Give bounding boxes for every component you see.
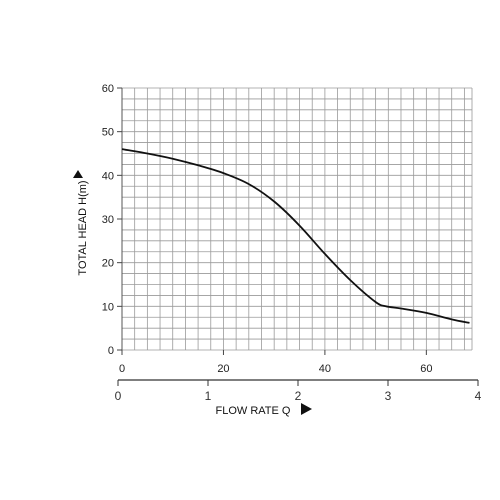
x2-tick-label: 0 <box>115 389 122 403</box>
x-tick-label: 60 <box>420 363 432 375</box>
x-tick-label: 0 <box>119 363 125 375</box>
x-axis-arrow-icon <box>301 403 312 415</box>
y-tick-label: 40 <box>102 170 114 182</box>
x2-tick-label: 1 <box>205 389 212 403</box>
x-tick-label: 20 <box>217 363 229 375</box>
y-tick-label: 60 <box>102 83 114 95</box>
y-axis-title-group: TOTAL HEAD H(m) <box>77 180 89 275</box>
y-tick-label: 10 <box>102 301 114 313</box>
x-tick-label: 40 <box>319 363 331 375</box>
x-axis-title: FLOW RATE Q <box>216 405 291 417</box>
x2-tick-label: 2 <box>295 389 302 403</box>
x2-tick-label: 3 <box>385 389 392 403</box>
y-tick-label: 0 <box>108 345 114 357</box>
series-line <box>121 148 470 324</box>
grid <box>121 87 473 351</box>
x-axis-primary: 0 20 40 60 <box>119 350 432 375</box>
y-tick-label: 20 <box>102 258 114 270</box>
y-axis-title: TOTAL HEAD H(m) <box>77 180 89 275</box>
x2-tick-label: 4 <box>475 389 482 403</box>
y-tick-label: 30 <box>102 214 114 226</box>
y-tick-label: 50 <box>102 127 114 139</box>
x-axis-secondary: 0 1 2 3 4 <box>115 379 482 403</box>
y-axis-arrow-icon <box>73 170 83 178</box>
y-axis: 0 10 20 30 40 50 60 <box>102 83 122 357</box>
